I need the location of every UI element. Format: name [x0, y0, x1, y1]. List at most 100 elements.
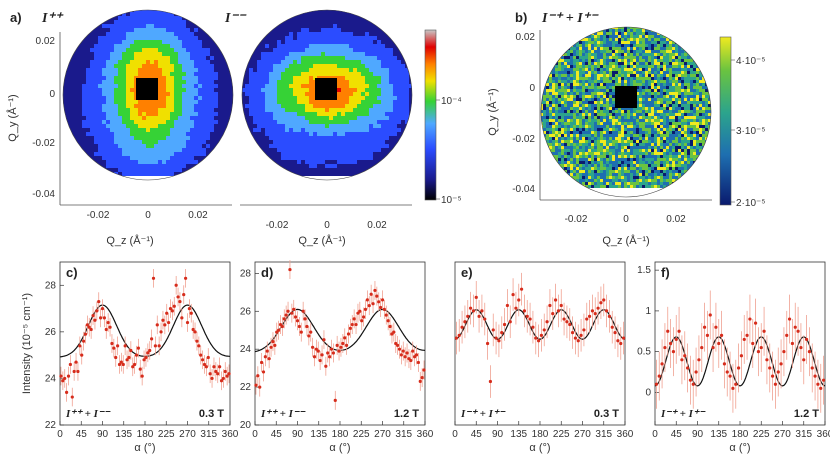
map-pixel [588, 77, 591, 80]
map-pixel [150, 124, 154, 128]
map-pixel [134, 172, 138, 176]
map-pixel [265, 136, 269, 140]
map-pixel [609, 35, 612, 38]
map-pixel [657, 14, 660, 17]
map-pixel [122, 44, 126, 48]
map-pixel [202, 84, 206, 88]
map-pixel [329, 36, 333, 40]
map-pixel [702, 71, 705, 74]
map-pixel [142, 10, 146, 12]
map-pixel [564, 77, 567, 80]
map-pixel [126, 68, 130, 72]
map-pixel [369, 108, 373, 112]
map-pixel [636, 65, 639, 68]
map-pixel [609, 65, 612, 68]
map-pixel [106, 84, 110, 88]
map-pixel [541, 62, 543, 65]
map-pixel [393, 164, 397, 168]
map-pixel [281, 100, 285, 104]
map-pixel [162, 84, 166, 88]
map-pixel [249, 40, 253, 44]
map-pixel [186, 44, 190, 48]
map-pixel [365, 96, 369, 100]
map-pixel [353, 4, 357, 8]
map-pixel [385, 4, 389, 8]
map-pixel [401, 128, 405, 132]
map-pixel [222, 28, 226, 32]
map-pixel [603, 14, 606, 17]
map-pixel [118, 116, 122, 120]
map-pixel [166, 20, 170, 24]
map-pixel [690, 29, 693, 32]
map-pixel [230, 100, 233, 104]
map-pixel [194, 160, 198, 164]
map-pixel [226, 40, 230, 44]
map-pixel [277, 76, 281, 80]
map-pixel [146, 36, 150, 40]
map-pixel [401, 20, 405, 24]
map-pixel [345, 56, 349, 60]
map-pixel [102, 164, 106, 168]
map-pixel [690, 23, 693, 26]
map-pixel [570, 47, 573, 50]
map-pixel [591, 50, 594, 53]
map-pixel [615, 23, 618, 26]
map-pixel [154, 172, 158, 176]
map-pixel [226, 108, 230, 112]
map-pixel [588, 59, 591, 62]
map-pixel [202, 44, 206, 48]
map-pixel [134, 60, 138, 64]
map-pixel [361, 20, 365, 24]
map-pixel [257, 12, 261, 16]
map-pixel [705, 17, 708, 20]
map-pixel [198, 156, 202, 160]
map-pixel [82, 68, 86, 72]
map-pixel [126, 168, 130, 172]
map-pixel [349, 28, 353, 32]
map-pixel [214, 64, 218, 68]
map-pixel [309, 16, 313, 20]
map-pixel [198, 76, 202, 80]
map-pixel [393, 10, 397, 12]
map-pixel [222, 80, 226, 84]
map-pixel [660, 74, 663, 77]
map-pixel [325, 124, 329, 128]
map-pixel [305, 52, 309, 56]
map-pixel [114, 92, 118, 96]
map-pixel [401, 48, 405, 52]
map-pixel [313, 60, 317, 64]
map-pixel [558, 32, 561, 35]
map-pixel [174, 116, 178, 120]
map-pixel [82, 84, 86, 88]
map-pixel [242, 156, 245, 160]
map-pixel [194, 24, 198, 28]
map-pixel [381, 20, 385, 24]
map-pixel [218, 172, 222, 176]
map-pixel [648, 74, 651, 77]
map-pixel [166, 168, 170, 172]
map-pixel [261, 164, 265, 168]
map-pixel [305, 44, 309, 48]
map-pixel [261, 124, 265, 128]
map-pixel [660, 29, 663, 32]
map-pixel [257, 152, 261, 156]
map-pixel [114, 28, 118, 32]
map-pixel [373, 10, 377, 12]
map-pixel [681, 38, 684, 41]
map-pixel [106, 136, 110, 140]
map-pixel [170, 120, 174, 124]
map-pixel [178, 28, 182, 32]
map-pixel [570, 41, 573, 44]
map-pixel [63, 36, 66, 40]
map-pixel [373, 20, 377, 24]
map-pixel [106, 52, 110, 56]
map-pixel [385, 116, 389, 120]
map-pixel [166, 44, 170, 48]
map-pixel [210, 148, 214, 152]
map-pixel [369, 96, 373, 100]
map-pixel [257, 52, 261, 56]
map-pixel [633, 62, 636, 65]
map-pixel [170, 44, 174, 48]
map-pixel [345, 132, 349, 136]
map-pixel [401, 12, 405, 16]
